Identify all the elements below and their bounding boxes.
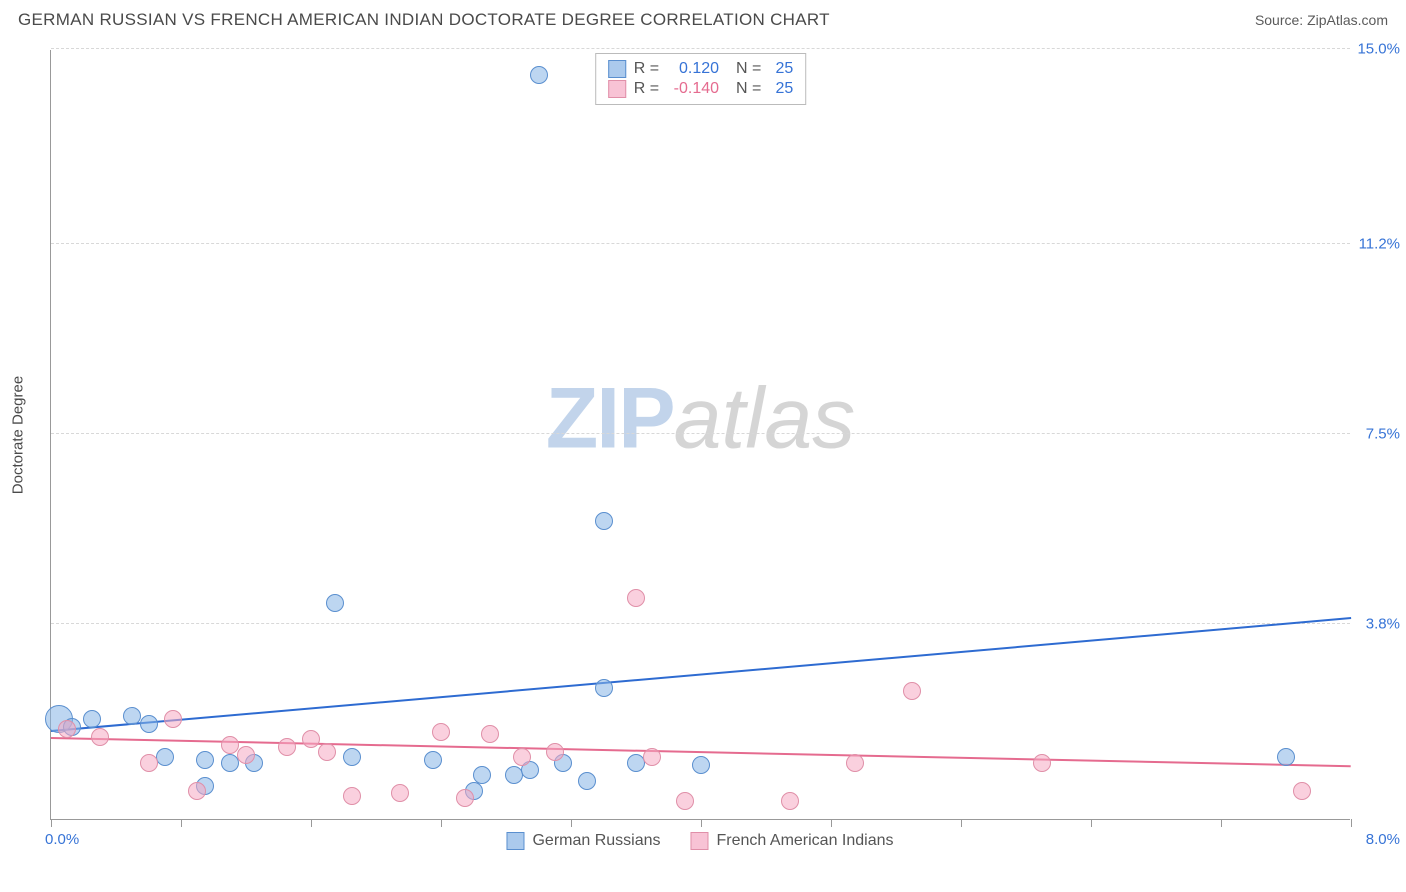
x-tick — [571, 819, 572, 827]
r-label: R = — [634, 80, 659, 98]
data-point — [140, 715, 158, 733]
legend-label: German Russians — [532, 832, 660, 850]
data-point — [1293, 782, 1311, 800]
trendline — [51, 617, 1351, 732]
legend-bottom: German Russians French American Indians — [506, 832, 893, 850]
data-point — [164, 710, 182, 728]
y-tick-label: 3.8% — [1355, 615, 1400, 632]
data-point — [237, 746, 255, 764]
x-tick — [961, 819, 962, 827]
data-point — [578, 772, 596, 790]
data-point — [643, 748, 661, 766]
data-point — [627, 589, 645, 607]
data-point — [156, 748, 174, 766]
y-axis-label: Doctorate Degree — [10, 376, 27, 494]
watermark: ZIPatlas — [546, 370, 855, 469]
r-value-pink: -0.140 — [667, 80, 719, 98]
watermark-zip: ZIP — [546, 371, 674, 467]
data-point — [676, 792, 694, 810]
x-origin-label: 0.0% — [45, 831, 79, 848]
data-point — [343, 748, 361, 766]
gridline — [51, 433, 1350, 434]
data-point — [530, 66, 548, 84]
data-point — [595, 512, 613, 530]
x-tick — [1221, 819, 1222, 827]
x-tick — [441, 819, 442, 827]
chart-header: GERMAN RUSSIAN VS FRENCH AMERICAN INDIAN… — [0, 0, 1406, 36]
n-label: N = — [727, 60, 761, 78]
data-point — [1277, 748, 1295, 766]
chart-source: Source: ZipAtlas.com — [1255, 12, 1388, 28]
data-point — [302, 730, 320, 748]
x-tick — [1351, 819, 1352, 827]
y-tick-label: 11.2% — [1355, 236, 1400, 253]
data-point — [546, 743, 564, 761]
legend-swatch — [506, 832, 524, 850]
data-point — [1033, 754, 1051, 772]
r-label: R = — [634, 60, 659, 78]
swatch-blue — [608, 60, 626, 78]
data-point — [432, 723, 450, 741]
x-tick — [831, 819, 832, 827]
n-label: N = — [727, 80, 761, 98]
legend-item: German Russians — [506, 832, 660, 850]
gridline — [51, 48, 1350, 49]
stats-legend-box: R = 0.120 N = 25 R = -0.140 N = 25 — [595, 53, 807, 105]
data-point — [91, 728, 109, 746]
data-point — [326, 594, 344, 612]
y-tick-label: 15.0% — [1355, 41, 1400, 58]
data-point — [595, 679, 613, 697]
legend-swatch — [691, 832, 709, 850]
x-tick — [51, 819, 52, 827]
n-value-blue: 25 — [769, 60, 793, 78]
x-tick — [311, 819, 312, 827]
r-value-blue: 0.120 — [667, 60, 719, 78]
y-tick-label: 7.5% — [1355, 426, 1400, 443]
stats-row-blue: R = 0.120 N = 25 — [608, 59, 794, 79]
chart-area: ZIPatlas R = 0.120 N = 25 R = -0.140 N =… — [50, 50, 1350, 820]
data-point — [903, 682, 921, 700]
data-point — [221, 736, 239, 754]
legend-label: French American Indians — [717, 832, 894, 850]
x-tick — [1091, 819, 1092, 827]
legend-item: French American Indians — [691, 832, 894, 850]
gridline — [51, 243, 1350, 244]
data-point — [513, 748, 531, 766]
chart-title: GERMAN RUSSIAN VS FRENCH AMERICAN INDIAN… — [18, 10, 830, 30]
gridline — [51, 623, 1350, 624]
x-tick — [181, 819, 182, 827]
data-point — [781, 792, 799, 810]
stats-row-pink: R = -0.140 N = 25 — [608, 79, 794, 99]
data-point — [343, 787, 361, 805]
x-max-label: 8.0% — [1366, 831, 1400, 848]
data-point — [846, 754, 864, 772]
data-point — [83, 710, 101, 728]
plot-region: ZIPatlas R = 0.120 N = 25 R = -0.140 N =… — [50, 50, 1350, 820]
swatch-pink — [608, 80, 626, 98]
data-point — [456, 789, 474, 807]
data-point — [692, 756, 710, 774]
data-point — [318, 743, 336, 761]
data-point — [140, 754, 158, 772]
data-point — [473, 766, 491, 784]
data-point — [278, 738, 296, 756]
data-point — [58, 720, 76, 738]
data-point — [424, 751, 442, 769]
n-value-pink: 25 — [769, 80, 793, 98]
watermark-atlas: atlas — [674, 371, 856, 467]
data-point — [221, 754, 239, 772]
data-point — [196, 751, 214, 769]
data-point — [481, 725, 499, 743]
data-point — [391, 784, 409, 802]
data-point — [188, 782, 206, 800]
x-tick — [701, 819, 702, 827]
